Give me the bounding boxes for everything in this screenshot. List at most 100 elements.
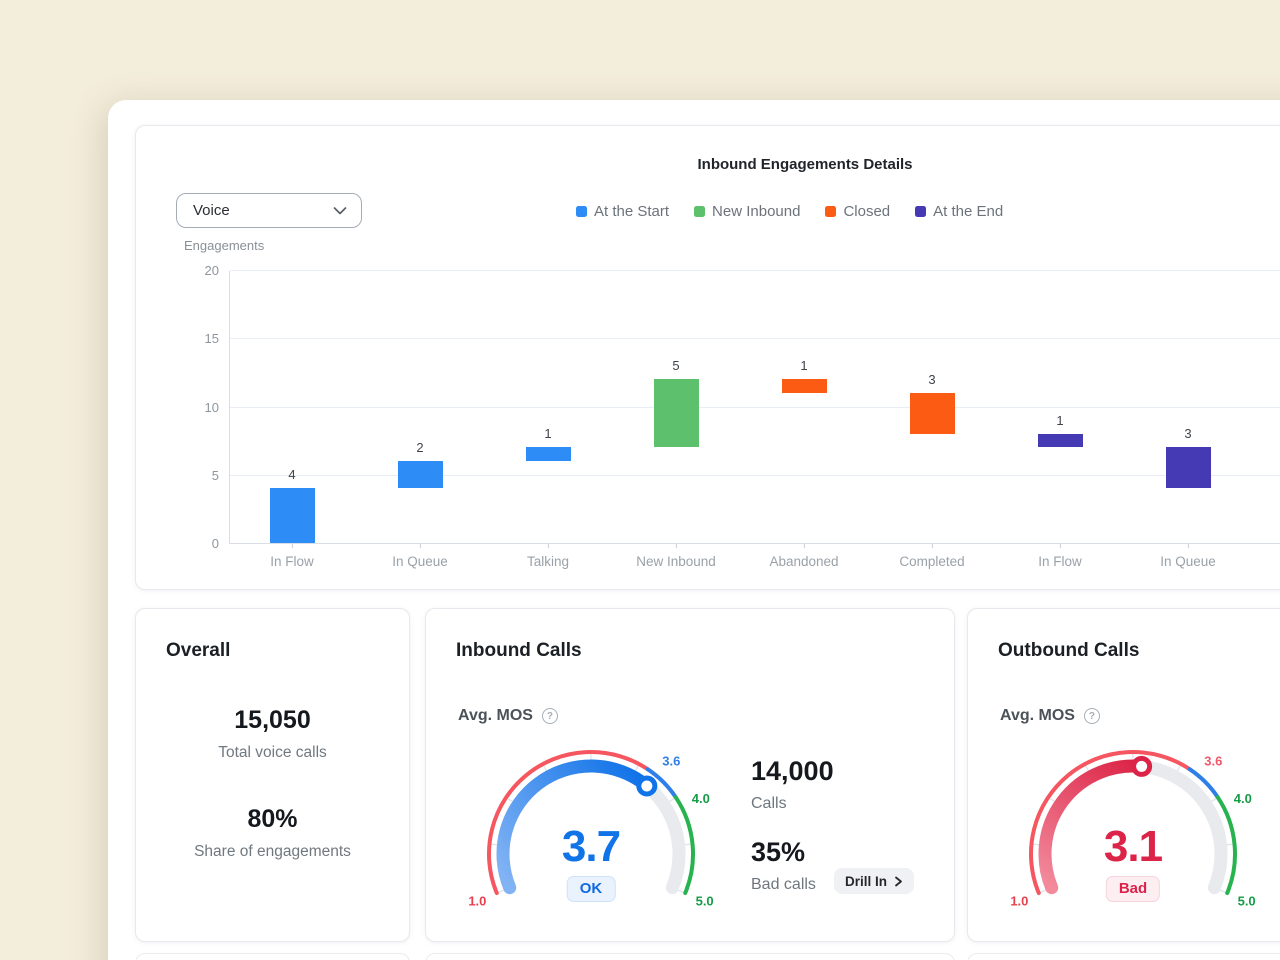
gauge-tick-label: 3.6: [1204, 753, 1222, 768]
inbound-mos-gauge: 1.0 3.6 4.0 5.0 3.7 OK: [459, 734, 723, 920]
x-category-label: Abandoned: [769, 554, 839, 569]
x-category-label: Completed: [899, 554, 965, 569]
chart-legend: At the Start New Inbound Closed At the End: [576, 202, 1003, 220]
chevron-down-icon: [333, 206, 347, 215]
outbound-avg-mos-row: Avg. MOS ?: [1000, 707, 1100, 725]
bar-value-label: 5: [672, 358, 680, 374]
channel-dropdown[interactable]: Voice: [176, 193, 362, 228]
x-axis-tick: [1060, 544, 1061, 548]
inbound-mos-value: 3.7: [561, 822, 621, 871]
inbound-calls-stat: 14,000 Calls: [751, 756, 834, 813]
bad-calls-percent: 35%: [751, 837, 806, 867]
bar-new-inbound[interactable]: [653, 379, 699, 448]
legend-item-closed[interactable]: Closed: [825, 203, 890, 220]
bar-value-label: 4: [288, 467, 296, 483]
channel-dropdown-value: Voice: [193, 202, 230, 219]
legend-item-at-the-end[interactable]: At the End: [915, 203, 1003, 220]
card-stub: [967, 953, 1280, 960]
info-icon[interactable]: ?: [541, 708, 558, 724]
legend-item-label: At the End: [933, 202, 1004, 220]
info-icon[interactable]: ?: [1083, 708, 1100, 724]
total-voice-calls-label: Total voice calls: [218, 744, 327, 761]
app-window: Inbound Engagements Details Voice At the…: [108, 100, 1280, 960]
gauge-tick-label: 4.0: [1234, 791, 1252, 806]
gauge-tick-label: 5.0: [696, 894, 714, 909]
bar-talking[interactable]: [525, 447, 571, 462]
bar-in-queue[interactable]: [397, 461, 443, 489]
chart-title: Inbound Engagements Details: [697, 156, 913, 173]
outbound-avg-mos-label: Avg. MOS: [1000, 707, 1075, 724]
legend-item-new-inbound[interactable]: New Inbound: [694, 203, 800, 220]
legend-item-label: New Inbound: [712, 202, 801, 220]
card-stub: [425, 953, 955, 960]
gauge-tick-label: 4.0: [692, 791, 710, 806]
x-category-label: In Queue: [1160, 554, 1216, 569]
inbound-calls-count: 14,000: [751, 756, 834, 786]
bar-in-flow[interactable]: [269, 488, 315, 543]
overall-card-title: Overall: [166, 640, 231, 661]
bar-value-label: 1: [800, 358, 808, 374]
outbound-mos-status-badge: Bad: [1105, 876, 1161, 902]
x-axis-tick: [932, 544, 933, 548]
x-axis-tick: [420, 544, 421, 548]
x-category-label: In Flow: [270, 554, 314, 569]
y-tick-label: 0: [211, 536, 219, 551]
bar-abandoned[interactable]: [781, 379, 827, 393]
inbound-mos-status-badge: OK: [566, 876, 616, 902]
x-axis-tick: [292, 544, 293, 548]
legend-swatch: [694, 205, 706, 217]
outbound-calls-card: Outbound Calls Avg. MOS ? 1.0 3.6 4.0 5.0 3…: [967, 608, 1280, 942]
y-tick-label: 5: [211, 467, 219, 483]
y-tick-label: 20: [204, 263, 219, 278]
inbound-calls-title: Inbound Calls: [456, 640, 582, 661]
inbound-calls-card: Inbound Calls Avg. MOS ? 1.0 3.6 4.0 5.0 3.…: [425, 608, 955, 942]
chevron-right-icon: [894, 876, 903, 887]
gauge-chart: 1.0 3.6 4.0 5.0: [468, 750, 714, 909]
share-of-engagements-stat: 80% Share of engagements: [136, 805, 409, 861]
x-category-label: Talking: [526, 554, 570, 569]
total-voice-calls-value: 15,050: [234, 706, 311, 734]
gridline: [230, 406, 1280, 408]
gridline: [230, 338, 1280, 340]
bar-value-label: 3: [928, 371, 936, 387]
legend-item-label: Closed: [843, 202, 891, 220]
share-of-engagements-label: Share of engagements: [194, 843, 351, 860]
card-stub: [135, 953, 410, 960]
x-axis-tick: [676, 544, 677, 548]
gauge-chart: 1.0 3.6 4.0 5.0: [1010, 750, 1256, 909]
x-axis-tick: [804, 544, 805, 548]
gauge-tick-label: 3.6: [662, 753, 680, 768]
gauge-tick-label: 5.0: [1238, 894, 1256, 909]
y-tick-label: 10: [204, 399, 219, 415]
drill-in-label: Drill In: [845, 873, 888, 889]
total-voice-calls-stat: 15,050 Total voice calls: [136, 706, 409, 762]
bar-in-queue[interactable]: [1165, 447, 1211, 489]
gauge-tick-label: 1.0: [468, 894, 486, 909]
x-category-label: New Inbound: [636, 554, 716, 569]
x-axis-tick: [1188, 544, 1189, 548]
outbound-mos-gauge: 1.0 3.6 4.0 5.0 3.1 Bad: [1001, 734, 1265, 920]
inbound-avg-mos-label: Avg. MOS: [458, 707, 533, 724]
gridline: [230, 474, 1280, 476]
bar-value-label: 1: [1056, 412, 1064, 428]
legend-item-at-the-start[interactable]: At the Start: [576, 203, 669, 220]
inbound-engagements-card: Inbound Engagements Details Voice At the…: [135, 125, 1280, 590]
bar-value-label: 3: [1184, 426, 1192, 442]
legend-swatch: [915, 205, 927, 217]
x-axis-tick: [548, 544, 549, 548]
bar-value-label: 1: [544, 426, 552, 442]
legend-swatch: [825, 205, 837, 217]
gridline: [230, 270, 1280, 271]
drill-in-button[interactable]: Drill In: [834, 868, 915, 894]
bar-value-label: 2: [416, 440, 424, 456]
x-category-label: In Flow: [1038, 554, 1082, 569]
outbound-calls-title: Outbound Calls: [998, 640, 1140, 661]
y-axis-title: Engagements: [184, 238, 265, 253]
bad-calls-stat: 35% Bad calls: [751, 837, 816, 894]
bar-completed[interactable]: [909, 392, 955, 434]
share-of-engagements-value: 80%: [247, 805, 298, 833]
bar-in-flow[interactable]: [1037, 433, 1083, 448]
inbound-avg-mos-row: Avg. MOS ?: [458, 707, 558, 725]
outbound-mos-value: 3.1: [1103, 822, 1163, 871]
